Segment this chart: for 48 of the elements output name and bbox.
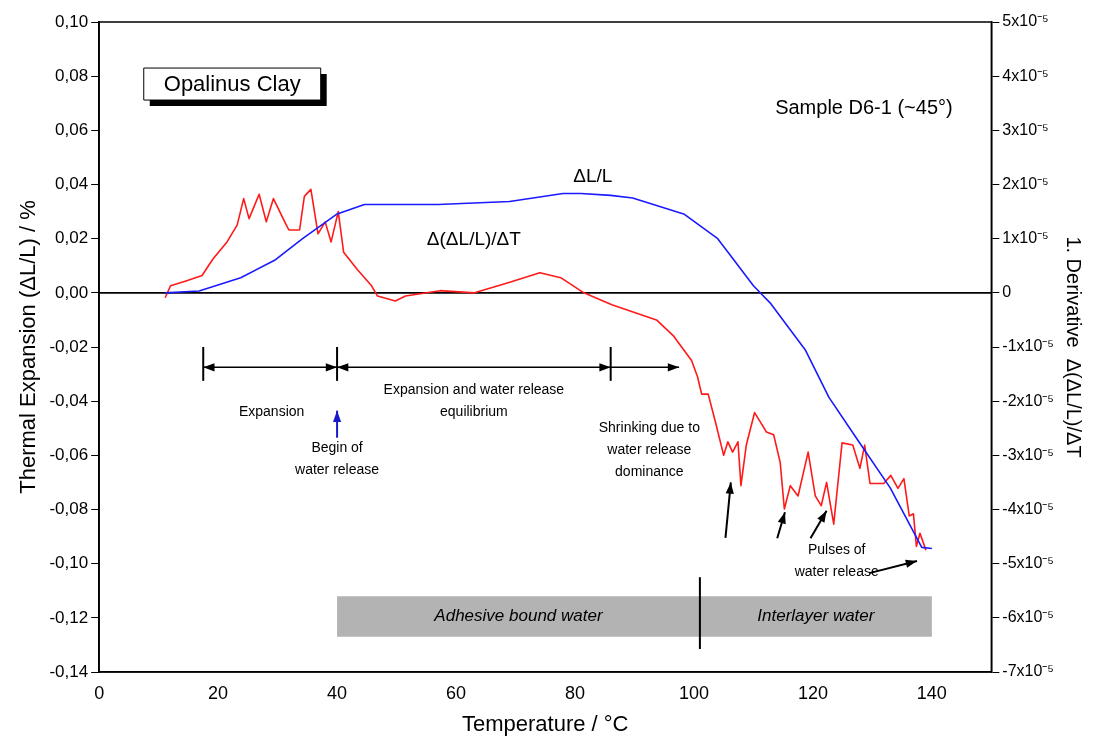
annotation: Expansion <box>238 402 305 419</box>
band-label: Interlayer water <box>757 606 876 626</box>
x-tick-label: 20 <box>208 682 229 703</box>
y-tick-label: -0,02 <box>49 336 89 356</box>
x-axis-title: Temperature / °C <box>461 710 629 736</box>
y-tick-label: -0,12 <box>49 607 89 627</box>
y-tick-label: 0,10 <box>55 11 89 31</box>
y2-axis-title: 1. Derivative Δ(ΔL/L)/ΔT <box>1063 236 1086 458</box>
y2-tick-label: -2x10⁻⁵ <box>1002 391 1054 409</box>
band-label: Adhesive bound water <box>433 606 604 626</box>
y-tick-label: 0,06 <box>55 120 89 140</box>
y-tick-label: -0,10 <box>49 553 89 573</box>
x-tick-label: 80 <box>564 682 585 703</box>
y2-tick-label: -1x10⁻⁵ <box>1002 337 1054 355</box>
y2-tick-label: 3x10⁻⁵ <box>1002 120 1049 138</box>
annotation: Begin of water release <box>294 439 380 478</box>
annotation: Expansion and water release equilibrium <box>383 381 565 420</box>
y-tick-label: -0,14 <box>49 661 89 681</box>
x-tick-label: 100 <box>678 682 709 703</box>
y-tick-label: -0,06 <box>49 445 89 465</box>
y-tick-label: 0,02 <box>55 228 89 248</box>
x-tick-label: 60 <box>446 682 467 703</box>
x-tick-label: 40 <box>327 682 348 703</box>
y2-tick-label: -5x10⁻⁵ <box>1002 554 1054 572</box>
y2-tick-label: -7x10⁻⁵ <box>1002 662 1054 680</box>
series-label: Δ(ΔL/L)/ΔT <box>426 228 522 250</box>
y-tick-label: -0,08 <box>49 499 89 519</box>
y2-tick-label: 2x10⁻⁵ <box>1002 174 1049 192</box>
annotation: Shrinking due to water release dominance <box>598 419 701 480</box>
x-tick-label: 140 <box>916 682 947 703</box>
y2-tick-label: 0 <box>1002 283 1012 301</box>
y-axis-title: Thermal Expansion (ΔL/L) / % <box>15 200 41 494</box>
y2-tick-label: -3x10⁻⁵ <box>1002 445 1054 463</box>
text: Opalinus Clay <box>163 71 301 97</box>
x-tick-label: 0 <box>94 682 105 703</box>
annotation: Pulses of water release <box>793 540 879 579</box>
y2-tick-label: 1x10⁻⁵ <box>1002 229 1049 247</box>
y2-tick-label: -4x10⁻⁵ <box>1002 499 1054 517</box>
y-tick-label: 0,04 <box>55 174 89 194</box>
y-tick-label: 0,00 <box>55 282 89 302</box>
y-tick-label: -0,04 <box>49 390 89 410</box>
series-label: ΔL/L <box>573 164 613 186</box>
x-tick-label: 120 <box>797 682 828 703</box>
y2-tick-label: 5x10⁻⁵ <box>1002 12 1049 30</box>
y2-tick-label: -6x10⁻⁵ <box>1002 608 1054 626</box>
text: Sample D6-1 (~45°) <box>775 96 953 119</box>
y-tick-label: 0,08 <box>55 65 89 85</box>
y2-tick-label: 4x10⁻⁵ <box>1002 66 1049 84</box>
